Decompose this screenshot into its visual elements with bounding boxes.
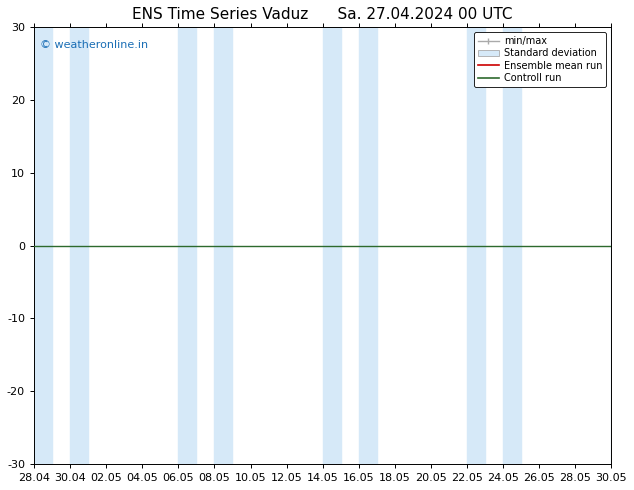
Bar <box>503 27 521 464</box>
Title: ENS Time Series Vaduz      Sa. 27.04.2024 00 UTC: ENS Time Series Vaduz Sa. 27.04.2024 00 … <box>133 7 513 22</box>
Bar <box>359 27 377 464</box>
Bar <box>70 27 88 464</box>
Bar <box>467 27 485 464</box>
Bar <box>611 27 630 464</box>
Legend: min/max, Standard deviation, Ensemble mean run, Controll run: min/max, Standard deviation, Ensemble me… <box>474 32 606 87</box>
Text: © weatheronline.in: © weatheronline.in <box>40 40 148 50</box>
Bar <box>178 27 197 464</box>
Bar <box>34 27 52 464</box>
Bar <box>214 27 233 464</box>
Bar <box>323 27 340 464</box>
